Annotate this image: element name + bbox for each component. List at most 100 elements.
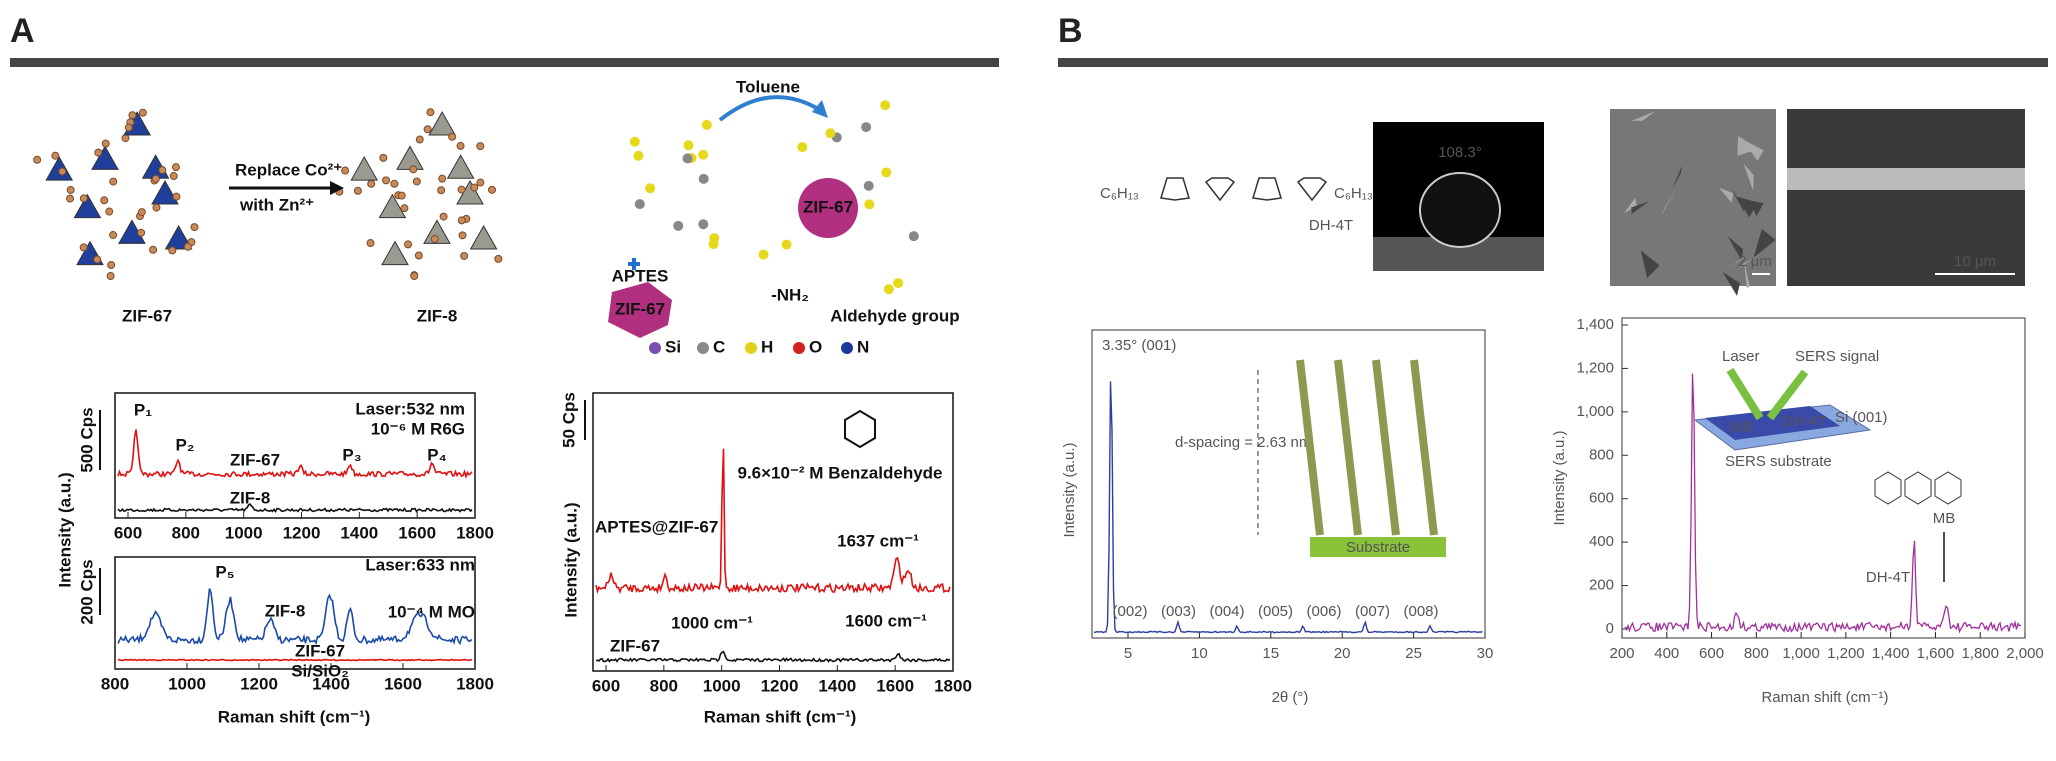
atom — [633, 150, 644, 161]
atom — [701, 119, 712, 130]
label: (003) — [1161, 603, 1196, 620]
x-tick-label: 1,800 — [1961, 645, 1999, 662]
label: P₅ — [215, 562, 234, 581]
tetrahedron — [164, 224, 193, 250]
label: MB — [1730, 419, 1753, 436]
atom — [100, 196, 109, 205]
x-tick-label: 1200 — [283, 523, 321, 542]
atom — [138, 108, 147, 117]
atom — [93, 255, 102, 264]
label: Raman shift (cm⁻¹) — [704, 707, 857, 726]
label: C₆H₁₃ — [1334, 185, 1373, 202]
label: Intensity (a.u.) — [1551, 430, 1568, 525]
label: Replace Co²⁺ — [235, 160, 342, 179]
atom — [430, 235, 439, 244]
y-tick-label: 1,000 — [1576, 403, 1614, 420]
sem-flake — [1727, 235, 1743, 262]
x-tick-label: 5 — [1124, 645, 1132, 662]
label: Intensity (a.u.) — [55, 472, 74, 587]
x-tick-label: 15 — [1262, 645, 1279, 662]
label: (002) — [1112, 603, 1147, 620]
x-tick-label: 1,000 — [1782, 645, 1820, 662]
atom — [781, 239, 792, 250]
label: -NH₂ — [771, 285, 809, 304]
atom — [456, 141, 465, 150]
label: 200 Cps — [77, 559, 96, 624]
label: Intensity (a.u.) — [561, 502, 580, 617]
label: 10⁻⁶ M R6G — [371, 419, 465, 438]
x-tick-label: 800 — [1744, 645, 1769, 662]
atom — [409, 165, 418, 174]
atom — [487, 185, 496, 194]
sem-flake — [1750, 200, 1764, 217]
molecule-column — [1334, 359, 1362, 536]
x-tick-label: 1000 — [225, 523, 263, 542]
label: Substrate — [1346, 539, 1410, 556]
tetrahedron — [91, 145, 119, 170]
molecule — [844, 409, 876, 449]
sem-image — [1787, 109, 2025, 286]
thiophene — [1160, 177, 1190, 201]
atom — [124, 123, 133, 132]
tetrahedron — [381, 240, 409, 266]
tetrahedron — [469, 224, 498, 250]
atom — [439, 212, 448, 221]
atom — [797, 142, 808, 153]
atom — [121, 134, 130, 143]
atom — [629, 136, 640, 147]
y-tick-label: 1,400 — [1576, 316, 1614, 333]
atom — [698, 149, 709, 160]
atom — [379, 153, 388, 162]
x-tick-label: 1400 — [340, 523, 378, 542]
atom — [404, 240, 413, 249]
atom — [149, 245, 158, 254]
label: d-spacing = 2.63 nm — [1175, 434, 1311, 451]
atom — [438, 174, 447, 183]
arrow-head — [330, 181, 344, 195]
atom — [105, 207, 114, 216]
label: APTES — [612, 266, 669, 285]
spectrum — [117, 658, 473, 662]
tetrahedron — [423, 219, 451, 244]
atom — [476, 142, 485, 151]
y-tick-label: 0 — [1606, 620, 1614, 637]
film — [1705, 406, 1840, 440]
atom — [437, 186, 446, 195]
axes — [1621, 317, 2026, 639]
atom — [470, 183, 479, 192]
sem-flake — [1661, 189, 1676, 216]
atom — [908, 231, 919, 242]
label: MB — [1933, 510, 1956, 527]
atom — [158, 166, 167, 175]
x-tick-label: 1000 — [703, 676, 741, 695]
x-tick-label: 200 — [1609, 645, 1634, 662]
label: H — [761, 337, 773, 356]
x-tick-label: 800 — [101, 674, 129, 693]
x-tick-label: 1200 — [761, 676, 799, 695]
atom — [168, 246, 177, 255]
atom — [137, 228, 146, 237]
atom — [458, 231, 467, 240]
legend-swatch — [745, 342, 757, 354]
y-tick-label: 800 — [1589, 446, 1614, 463]
tetrahedron — [73, 193, 102, 219]
arrow — [718, 95, 822, 122]
panel-rule — [10, 58, 999, 67]
atom — [183, 242, 192, 251]
label: with Zn²⁺ — [239, 195, 314, 214]
atom — [893, 278, 904, 289]
x-tick-label: 1000 — [168, 674, 206, 693]
sem-image — [1610, 109, 1776, 286]
label: DH-4T — [1782, 413, 1826, 430]
label: Raman shift (cm⁻¹) — [1761, 689, 1888, 706]
label: ZIF-67 — [295, 641, 345, 660]
atom — [880, 100, 891, 111]
label: ZIF-67 — [122, 306, 172, 325]
axes — [1091, 329, 1486, 639]
label: ZIF-8 — [417, 306, 458, 325]
particle — [608, 282, 672, 338]
sem-flake — [1742, 139, 1764, 161]
x-tick-label: 600 — [592, 676, 620, 695]
atom — [460, 251, 469, 260]
